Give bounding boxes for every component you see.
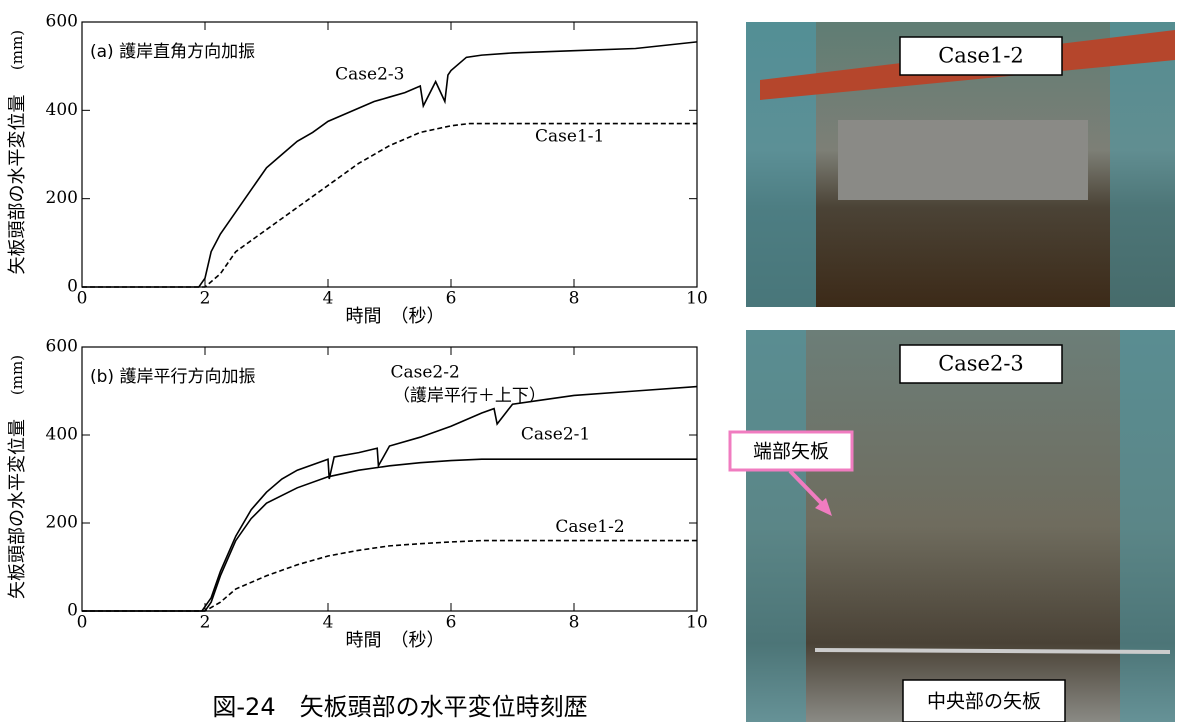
series-line	[82, 122, 697, 288]
x-tick-label: 0	[77, 289, 88, 309]
y-tick-label: 0	[67, 277, 78, 297]
plot-frame	[81, 346, 698, 612]
chart: 0 200 400 600 0 2 4 6 8 10 時間 （秒） 矢板頭部の水平変位量 (mm) (b)…	[7, 337, 708, 652]
photo-wall	[1120, 330, 1175, 722]
plot-frame	[81, 21, 698, 288]
photo-label: Case2-3	[938, 352, 1024, 376]
photo-2: Case2-3 端部矢板 中央部の矢板	[728, 330, 1175, 723]
series-line	[82, 385, 698, 612]
x-tick-label: 2	[200, 289, 211, 309]
y-axis-label: 矢板頭部の水平変位量	[7, 95, 28, 275]
photo-image	[746, 330, 1175, 722]
panel-label: (b) 護岸平行方向加振	[90, 367, 255, 387]
photo-wall	[746, 330, 806, 722]
label-box	[899, 344, 1063, 384]
photo-sheet	[814, 648, 1171, 654]
y-tick-label: 600	[46, 337, 78, 357]
y-tick-label: 0	[67, 601, 78, 621]
x-tick-label: 8	[569, 289, 580, 309]
x-tick-label: 6	[446, 289, 457, 309]
chart: 0 200 400 600 0 2 4 6 8 10 時間 （秒） 矢板頭部の水平変位量 (mm) (a)…	[7, 12, 708, 328]
photo-label: Case1-2	[938, 44, 1024, 68]
photo-label: 中央部の矢板	[927, 691, 1041, 713]
series-line	[82, 458, 697, 612]
label-box	[899, 36, 1063, 76]
y-axis-label: 矢板頭部の水平変位量	[7, 419, 28, 599]
callout-label: 端部矢板	[753, 441, 829, 463]
callout-arrowhead	[815, 498, 832, 516]
callout-box	[728, 430, 854, 472]
series-label: Case2-3	[335, 65, 404, 85]
y-tick-label: 400	[46, 425, 78, 445]
y-axis-unit: (mm)	[8, 355, 26, 395]
photo-wall	[746, 22, 816, 307]
y-tick-label: 400	[46, 100, 78, 120]
callout-arrow	[788, 469, 828, 510]
x-axis-label: 時間 （秒）	[346, 306, 445, 327]
x-tick-label: 2	[200, 613, 211, 633]
photo-1: Case1-2	[746, 22, 1175, 307]
series-label: Case2-2	[391, 362, 460, 382]
y-tick-label: 600	[46, 12, 78, 32]
series-line	[82, 539, 697, 612]
x-tick-label: 10	[686, 289, 708, 309]
panel-label: (a) 護岸直角方向加振	[90, 42, 255, 62]
series-label: Case2-1	[521, 425, 590, 445]
series-label: Case1-1	[535, 126, 604, 146]
series-line	[82, 41, 698, 288]
figure-caption: 図-24 矢板頭部の水平変位時刻歴	[212, 693, 587, 721]
series-label: Case1-2	[555, 517, 624, 537]
label-box	[902, 679, 1066, 723]
y-tick-label: 200	[46, 188, 78, 208]
y-axis-unit: (mm)	[8, 30, 26, 70]
x-tick-label: 10	[686, 613, 708, 633]
photo-sand	[838, 120, 1088, 200]
x-tick-label: 8	[569, 613, 580, 633]
photo-wall	[1110, 22, 1175, 307]
x-tick-label: 4	[323, 289, 334, 309]
x-tick-label: 0	[77, 613, 88, 633]
y-tick-label: 200	[46, 513, 78, 533]
x-axis-label: 時間 （秒）	[346, 630, 445, 651]
x-tick-label: 6	[446, 613, 457, 633]
x-tick-label: 4	[323, 613, 334, 633]
annotation: （護岸平行＋上下）	[393, 386, 546, 406]
